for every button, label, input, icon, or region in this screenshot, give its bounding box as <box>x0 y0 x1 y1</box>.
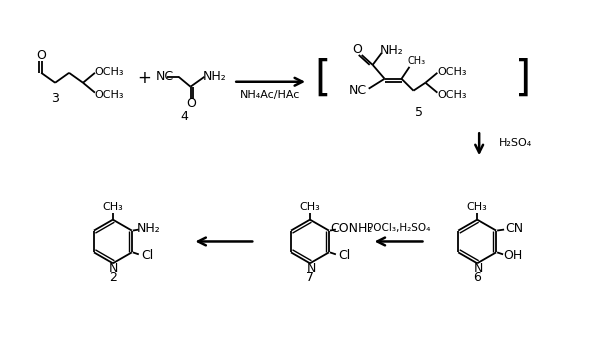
Text: +: + <box>137 69 151 87</box>
Text: NC: NC <box>349 84 367 97</box>
Text: 4: 4 <box>181 110 188 123</box>
Text: NH₂: NH₂ <box>203 70 226 83</box>
Text: CH₃: CH₃ <box>467 202 488 212</box>
Text: OCH₃: OCH₃ <box>437 90 467 100</box>
Text: CN: CN <box>505 222 523 235</box>
Text: 5: 5 <box>415 106 424 119</box>
Text: NC: NC <box>155 70 174 83</box>
Text: 2: 2 <box>109 271 117 284</box>
Text: O: O <box>36 49 46 62</box>
Text: [: [ <box>315 58 331 100</box>
Text: NH₂: NH₂ <box>380 44 403 57</box>
Text: NH₄Ac/HAc: NH₄Ac/HAc <box>240 90 301 100</box>
Text: N: N <box>109 262 119 275</box>
Text: N: N <box>306 262 316 275</box>
Text: CH₃: CH₃ <box>103 202 123 212</box>
Text: CONH₂: CONH₂ <box>331 222 373 235</box>
Text: O: O <box>352 42 362 56</box>
Text: OCH₃: OCH₃ <box>94 67 124 77</box>
Text: O: O <box>187 97 196 110</box>
Text: POCl₃,H₂SO₄: POCl₃,H₂SO₄ <box>367 223 430 233</box>
Text: OCH₃: OCH₃ <box>94 90 124 100</box>
Text: CH₃: CH₃ <box>407 56 425 66</box>
Text: ]: ] <box>515 58 531 100</box>
Text: NH₂: NH₂ <box>137 222 161 235</box>
Text: CH₃: CH₃ <box>299 202 320 212</box>
Text: 6: 6 <box>473 271 481 284</box>
Text: Cl: Cl <box>339 249 351 262</box>
Text: H₂SO₄: H₂SO₄ <box>499 138 532 148</box>
Text: 3: 3 <box>51 92 59 105</box>
Text: 7: 7 <box>306 271 314 284</box>
Text: OH: OH <box>503 249 523 262</box>
Text: Cl: Cl <box>142 249 154 262</box>
Text: N: N <box>473 262 483 275</box>
Text: OCH₃: OCH₃ <box>437 67 467 77</box>
